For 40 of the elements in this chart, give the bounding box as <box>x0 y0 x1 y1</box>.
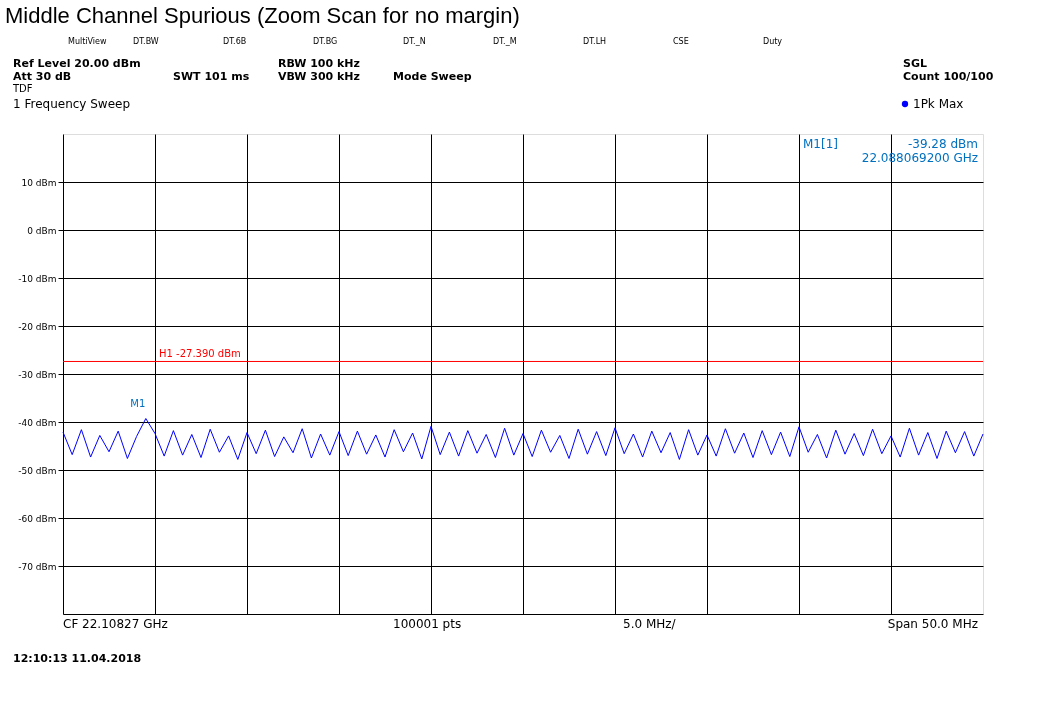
text: Count 100/100 <box>903 70 994 83</box>
ref-line-label: H1 -27.390 dBm <box>159 348 241 360</box>
text: Span 50.0 MHz <box>887 617 978 631</box>
annotation: M1[1] <box>803 137 838 151</box>
text: SGL <box>903 57 927 70</box>
text: SWT 101 ms <box>173 70 250 83</box>
text: RBW 100 kHz <box>278 57 360 70</box>
y-tick-label: -30 dBm <box>18 369 57 380</box>
text: TDF <box>12 83 33 94</box>
text: CF 22.10827 GHz <box>63 617 168 631</box>
text: DT.BW <box>133 37 159 46</box>
text: Att 30 dB <box>13 70 72 83</box>
text: CSE <box>673 37 689 46</box>
text: Ref Level 20.00 dBm <box>13 57 141 70</box>
text: DT.6B <box>223 37 247 46</box>
y-tick-label: -20 dBm <box>18 321 57 332</box>
text: 12:10:13 11.04.2018 <box>13 652 142 665</box>
text: DT._M <box>493 37 517 46</box>
y-tick-label: -50 dBm <box>18 465 57 476</box>
line-series <box>62 418 984 460</box>
annotation: M1 <box>130 397 146 409</box>
y-tick-label: -70 dBm <box>18 561 57 572</box>
text: Mode Sweep <box>393 70 472 83</box>
text: DT.BG <box>313 37 338 46</box>
text: MultiView <box>68 37 107 46</box>
legend-label: 1Pk Max <box>913 97 964 111</box>
y-tick-label: -60 dBm <box>18 513 57 524</box>
text: 1 Frequency Sweep <box>13 97 131 111</box>
text: 5.0 MHz/ <box>623 617 677 631</box>
text: DT._N <box>403 37 426 46</box>
y-tick-label: 10 dBm <box>21 177 57 188</box>
text: VBW 300 kHz <box>278 70 360 83</box>
text: Duty <box>763 37 783 46</box>
annotation: -39.28 dBm <box>907 137 978 151</box>
chart-title: Middle Channel Spurious (Zoom Scan for no margin) <box>5 3 520 28</box>
y-tick-label: -10 dBm <box>18 273 57 284</box>
y-tick-label: 0 dBm <box>27 225 57 236</box>
text: 100001 pts <box>393 617 462 631</box>
text: DT.LH <box>583 37 607 46</box>
y-tick-label: -40 dBm <box>18 417 57 428</box>
